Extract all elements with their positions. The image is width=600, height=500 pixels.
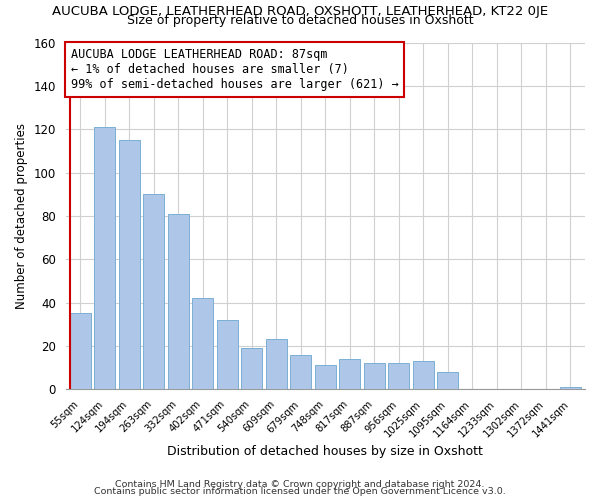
Bar [241, 348, 262, 389]
Bar [560, 387, 581, 389]
Bar [193, 298, 213, 389]
Text: AUCUBA LODGE, LEATHERHEAD ROAD, OXSHOTT, LEATHERHEAD, KT22 0JE: AUCUBA LODGE, LEATHERHEAD ROAD, OXSHOTT,… [52, 5, 548, 18]
Text: Size of property relative to detached houses in Oxshott: Size of property relative to detached ho… [127, 14, 473, 27]
Bar [413, 361, 434, 389]
Bar [70, 314, 91, 389]
Bar [340, 359, 360, 389]
Bar [143, 194, 164, 389]
Y-axis label: Number of detached properties: Number of detached properties [15, 123, 28, 309]
Bar [315, 366, 336, 389]
Bar [290, 354, 311, 389]
Text: AUCUBA LODGE LEATHERHEAD ROAD: 87sqm
← 1% of detached houses are smaller (7)
99%: AUCUBA LODGE LEATHERHEAD ROAD: 87sqm ← 1… [71, 48, 398, 90]
Bar [217, 320, 238, 389]
Bar [364, 363, 385, 389]
Bar [266, 340, 287, 389]
Bar [94, 127, 115, 389]
Text: Contains public sector information licensed under the Open Government Licence v3: Contains public sector information licen… [94, 487, 506, 496]
Bar [437, 372, 458, 389]
Bar [119, 140, 140, 389]
X-axis label: Distribution of detached houses by size in Oxshott: Distribution of detached houses by size … [167, 444, 483, 458]
Text: Contains HM Land Registry data © Crown copyright and database right 2024.: Contains HM Land Registry data © Crown c… [115, 480, 485, 489]
Bar [168, 214, 189, 389]
Bar [388, 363, 409, 389]
